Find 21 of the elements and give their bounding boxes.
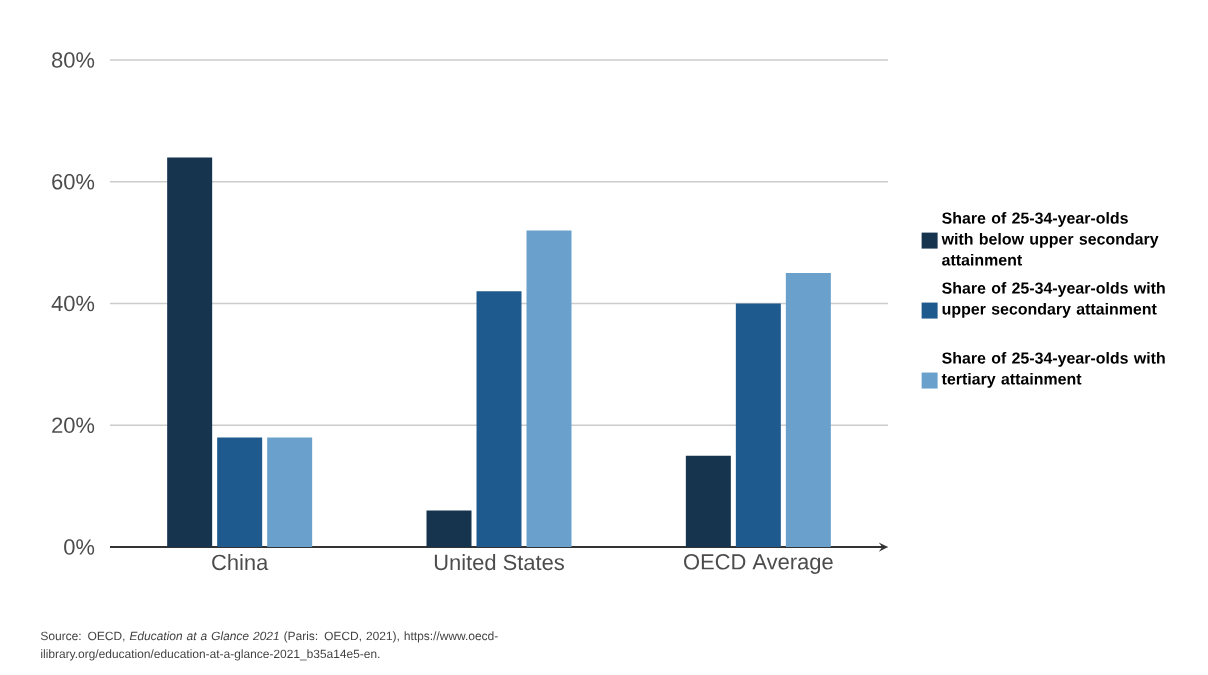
y-tick-label: 0%	[64, 539, 95, 555]
bar	[267, 437, 313, 547]
source-note: Source: OECD, Education at a Glance 2021 (Paris: OECD, 2021), https://www.oecd-ilibrary.org/education/education-at-a-glance-2021_b35a14e5-en.	[40, 631, 498, 661]
x-tick-label: China	[212, 554, 269, 571]
legend-label: Share of 25-34-year-olds with below upper secondary attainment	[941, 212, 1159, 266]
y-tick-label: 20%	[52, 417, 95, 434]
y-tick-label: 60%	[52, 174, 95, 190]
x-tick-label: United States	[434, 554, 564, 571]
bar	[735, 303, 781, 547]
bar	[685, 455, 731, 547]
bar	[426, 510, 472, 547]
bar	[167, 157, 213, 547]
y-tick-label: 80%	[52, 52, 95, 68]
legend-label: Share of 25-34-year-olds with upper secondary attainment	[942, 282, 1165, 318]
bar	[526, 230, 572, 547]
x-tick-label: OECD Average	[684, 554, 833, 574]
bar	[217, 437, 263, 547]
legend-label: Share of 25-34-year-olds with tertiary attainment	[941, 351, 1165, 388]
bar	[476, 291, 522, 547]
y-tick-label: 40%	[51, 295, 95, 312]
bar	[785, 273, 831, 547]
